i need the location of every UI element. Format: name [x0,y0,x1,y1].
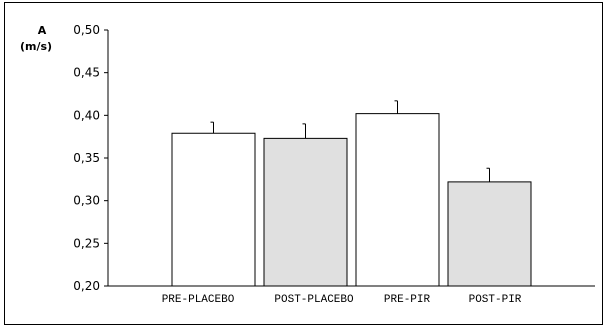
bar-post-placebo [263,137,348,287]
y-tick-label: 0,45 [73,66,100,80]
y-tick-label: 0,50 [73,23,100,37]
bar-pre-placebo [171,132,256,287]
y-tick-label: 0,40 [73,108,100,122]
x-tick-label: PRE-PIR [384,294,431,306]
y-tick-label: 0,25 [73,236,100,250]
y-tick-label: 0,20 [73,279,100,293]
y-axis-title-line2: (m/s) [20,40,52,53]
x-tick-label: PRE-PLACEBO [162,294,235,306]
y-axis-title-line1: A [38,24,47,37]
chart-border [4,2,603,325]
x-tick-label: POST-PIR [469,294,522,306]
x-tick-label: POST-PLACEBO [274,294,354,306]
bar-pre-pir [355,113,440,287]
y-tick-label: 0,30 [73,194,100,208]
bar-post-pir [447,181,532,287]
y-tick-label: 0,35 [73,151,100,165]
